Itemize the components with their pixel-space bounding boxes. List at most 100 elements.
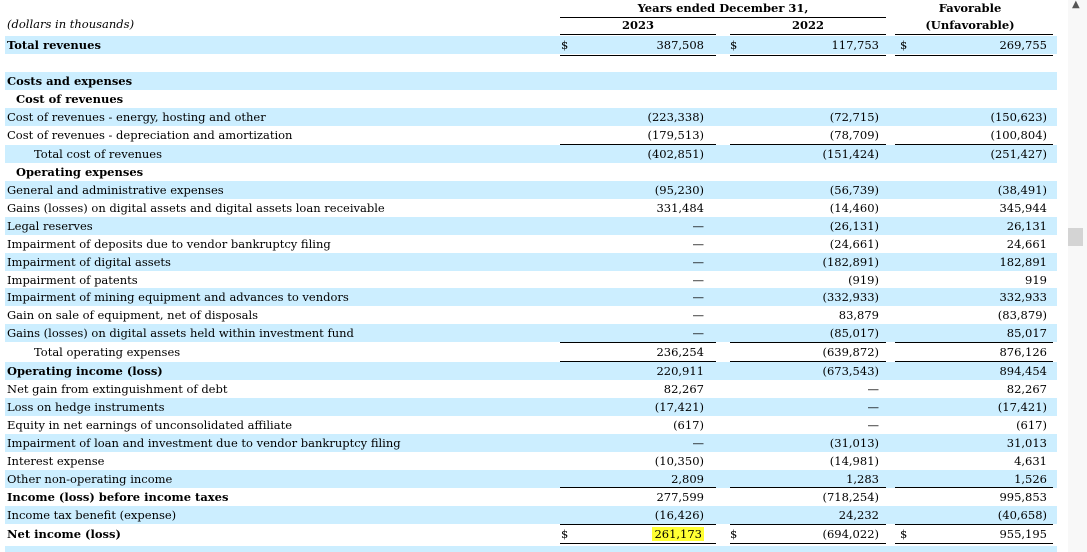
value-2022: 117,753 bbox=[831, 38, 879, 52]
rule bbox=[895, 487, 1053, 488]
table-row: Total revenues $ 387,508 $ 117,753 $ 269… bbox=[5, 36, 1057, 54]
table-row: Total operating expenses 236,254 (639,87… bbox=[5, 343, 1057, 361]
value-change: (150,623) bbox=[990, 110, 1047, 124]
row-label: Cost of revenues - energy, hosting and o… bbox=[7, 110, 266, 124]
value-2023: — bbox=[692, 273, 705, 287]
value-2023: 331,484 bbox=[656, 201, 704, 215]
value-change: (83,879) bbox=[997, 308, 1047, 322]
dollar-sign: $ bbox=[730, 38, 738, 52]
value-change: (40,658) bbox=[997, 508, 1047, 522]
row-label: Costs and expenses bbox=[7, 74, 133, 88]
rule bbox=[560, 55, 716, 56]
rule bbox=[895, 55, 1053, 56]
value-2022: (78,709) bbox=[829, 128, 879, 142]
rule bbox=[730, 55, 886, 56]
rule bbox=[560, 487, 716, 488]
value-change: (617) bbox=[1016, 418, 1047, 432]
table-row: Gains (losses) on digital assets held wi… bbox=[5, 324, 1057, 342]
header-underline-2023 bbox=[560, 34, 716, 35]
table-row: Income (loss) before income taxes 277,59… bbox=[5, 488, 1057, 506]
value-change: 345,944 bbox=[999, 201, 1047, 215]
value-2022: (182,891) bbox=[822, 255, 879, 269]
row-label: Interest expense bbox=[7, 454, 105, 468]
table-row: Cost of revenues - energy, hosting and o… bbox=[5, 108, 1057, 126]
value-change: 919 bbox=[1025, 273, 1047, 287]
value-2023: 236,254 bbox=[656, 345, 704, 359]
dollar-sign: $ bbox=[561, 527, 569, 541]
row-label: Operating expenses bbox=[16, 165, 144, 179]
row-label: Other non-operating income bbox=[7, 472, 173, 486]
value-2023: — bbox=[692, 308, 705, 322]
row-label: Income (loss) before income taxes bbox=[7, 490, 229, 504]
row-label: Total revenues bbox=[7, 38, 101, 52]
vertical-scrollbar[interactable]: ▲ bbox=[1068, 0, 1087, 552]
value-2022: (26,131) bbox=[829, 219, 879, 233]
table-row: Cost of revenues - depreciation and amor… bbox=[5, 126, 1057, 144]
table-row: Gain on sale of equipment, net of dispos… bbox=[5, 306, 1057, 324]
value-change: 1,526 bbox=[1014, 472, 1047, 486]
row-label: Impairment of patents bbox=[7, 273, 138, 287]
dollar-sign: $ bbox=[900, 38, 908, 52]
value-2022: 24,232 bbox=[838, 508, 879, 522]
header-underline-change bbox=[895, 34, 1053, 35]
header-rule bbox=[560, 17, 886, 18]
value-2022: (31,013) bbox=[829, 436, 879, 450]
row-label: Net income (loss) bbox=[7, 527, 121, 541]
rule bbox=[895, 361, 1053, 362]
value-2023: 220,911 bbox=[656, 364, 704, 378]
value-change: 24,661 bbox=[1006, 237, 1047, 251]
value-2023: (402,851) bbox=[647, 147, 704, 161]
row-label: Income tax benefit (expense) bbox=[7, 508, 177, 522]
row-label: Operating income (loss) bbox=[7, 364, 163, 378]
table-row: Impairment of mining equipment and advan… bbox=[5, 288, 1057, 306]
value-2023: (10,350) bbox=[654, 454, 704, 468]
table-row: Loss on hedge instruments (17,421) — (17… bbox=[5, 398, 1057, 416]
rule bbox=[895, 342, 1053, 343]
scroll-up-arrow-icon[interactable]: ▲ bbox=[1072, 0, 1080, 10]
rule bbox=[895, 144, 1053, 145]
value-change: (100,804) bbox=[990, 128, 1047, 142]
value-2022: 83,879 bbox=[838, 308, 879, 322]
table-row: Impairment of digital assets — (182,891)… bbox=[5, 253, 1057, 271]
value-2023: (223,338) bbox=[647, 110, 704, 124]
highlight-mark: 261,173 bbox=[652, 527, 704, 541]
value-2022: — bbox=[867, 382, 880, 396]
change-header-line1: Favorable bbox=[938, 1, 1002, 15]
table-row: Net income (loss) $ 261,173 $ (694,022) … bbox=[5, 525, 1057, 543]
dollar-sign: $ bbox=[900, 527, 908, 541]
row-label: Legal reserves bbox=[7, 219, 93, 233]
value-2022: (56,739) bbox=[829, 183, 879, 197]
rule bbox=[560, 342, 716, 343]
value-change: 182,891 bbox=[999, 255, 1047, 269]
period-title: Years ended December 31, bbox=[637, 1, 809, 15]
value-2023: — bbox=[692, 436, 705, 450]
value-change: 894,454 bbox=[999, 364, 1047, 378]
year-2023-header: 2023 bbox=[621, 18, 654, 32]
value-2022: (14,460) bbox=[829, 201, 879, 215]
subsection-header-row: Cost of revenues bbox=[5, 90, 1057, 108]
table-row: Equity in net earnings of unconsolidated… bbox=[5, 416, 1057, 434]
section-header-row: Costs and expenses bbox=[5, 72, 1057, 90]
value-2023-highlighted: 261,173 bbox=[594, 525, 704, 543]
rule bbox=[895, 524, 1053, 525]
table-row: Total cost of revenues (402,851) (151,42… bbox=[5, 145, 1057, 163]
value-2023: — bbox=[692, 290, 705, 304]
scrollbar-thumb[interactable] bbox=[1068, 228, 1083, 246]
value-2023: — bbox=[692, 219, 705, 233]
value-2023: — bbox=[692, 326, 705, 340]
value-2022: (151,424) bbox=[822, 147, 879, 161]
value-change: 269,755 bbox=[999, 38, 1047, 52]
value-2022: (24,661) bbox=[829, 237, 879, 251]
row-label: Net gain from extinguishment of debt bbox=[7, 382, 228, 396]
value-2023: (17,421) bbox=[654, 400, 704, 414]
spacer-row bbox=[5, 546, 1057, 552]
value-2022: (718,254) bbox=[822, 490, 879, 504]
dollar-sign: $ bbox=[730, 527, 738, 541]
rule bbox=[730, 361, 886, 362]
table-row: Net gain from extinguishment of debt 82,… bbox=[5, 380, 1057, 398]
change-header-line2: (Unfavorable) bbox=[925, 18, 1015, 32]
value-2022: (919) bbox=[848, 273, 879, 287]
year-2022-header: 2022 bbox=[791, 18, 824, 32]
value-change: 4,631 bbox=[1014, 454, 1047, 468]
row-label: Total cost of revenues bbox=[34, 147, 163, 161]
